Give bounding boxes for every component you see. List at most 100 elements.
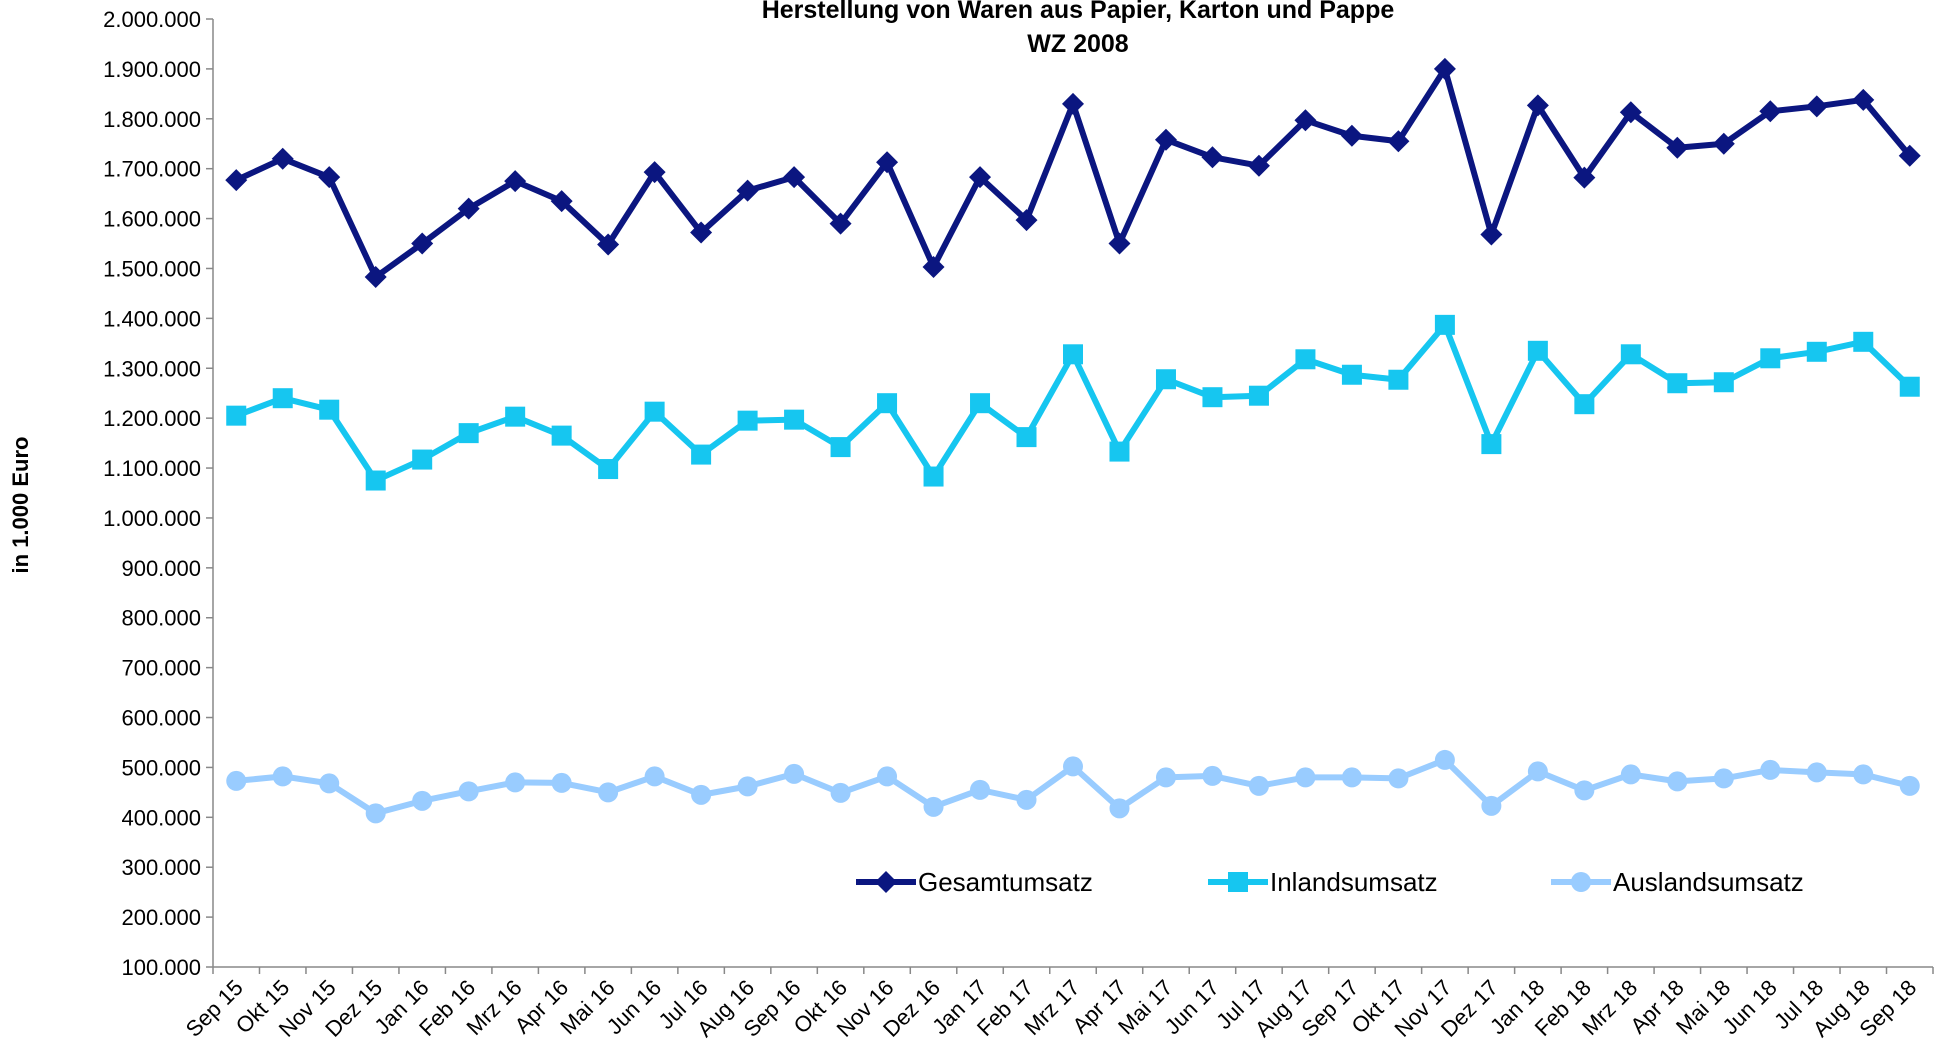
marker — [598, 782, 619, 803]
marker — [1852, 88, 1875, 111]
marker — [1759, 100, 1782, 123]
marker — [1527, 340, 1548, 361]
marker — [923, 466, 944, 487]
marker — [969, 166, 992, 189]
legend-label: Gesamtumsatz — [918, 867, 1093, 897]
marker — [1202, 387, 1223, 408]
marker — [504, 170, 527, 193]
marker — [550, 190, 573, 213]
marker — [272, 766, 293, 787]
marker — [1155, 767, 1176, 788]
marker — [1201, 146, 1224, 169]
marker — [365, 470, 386, 491]
marker — [1760, 759, 1781, 780]
marker — [922, 255, 945, 278]
y-tick-label: 1.800.000 — [103, 107, 201, 132]
marker — [505, 772, 526, 793]
marker — [1667, 771, 1688, 792]
legend-marker — [1228, 872, 1248, 892]
marker — [1248, 385, 1269, 406]
y-tick-label: 1.400.000 — [103, 306, 201, 331]
marker — [1063, 756, 1083, 777]
y-tick-label: 400.000 — [121, 805, 201, 830]
marker — [1481, 434, 1502, 455]
marker — [1853, 764, 1874, 785]
marker — [272, 388, 293, 409]
marker — [644, 401, 665, 422]
series — [226, 749, 1920, 824]
marker — [736, 179, 759, 202]
marker — [226, 405, 247, 426]
marker — [1155, 369, 1176, 390]
marker — [1666, 136, 1689, 159]
y-tick-label: 700.000 — [121, 656, 201, 681]
marker — [1434, 749, 1455, 770]
marker — [1295, 349, 1316, 370]
marker — [505, 406, 526, 427]
marker — [691, 444, 712, 465]
marker — [364, 265, 387, 288]
marker — [226, 770, 247, 791]
marker — [1109, 441, 1130, 462]
marker — [644, 766, 665, 787]
marker — [876, 151, 899, 174]
marker — [1806, 762, 1827, 783]
marker — [877, 766, 898, 787]
y-axis-label: in 1.000 Euro — [8, 437, 33, 574]
marker — [551, 425, 572, 446]
marker — [1063, 344, 1083, 365]
marker — [1016, 427, 1037, 448]
marker — [1713, 372, 1734, 393]
marker — [551, 772, 572, 793]
marker — [1899, 376, 1920, 397]
y-tick-label: 300.000 — [121, 855, 201, 880]
legend-marker — [1571, 872, 1591, 892]
marker — [1806, 341, 1827, 362]
marker — [1620, 764, 1641, 785]
marker — [737, 776, 758, 797]
marker — [1899, 775, 1920, 796]
y-tick-label: 1.300.000 — [103, 356, 201, 381]
marker — [1853, 331, 1874, 352]
y-tick-label: 100.000 — [121, 955, 201, 980]
marker — [319, 399, 340, 420]
marker — [1480, 223, 1503, 246]
marker — [1898, 144, 1921, 167]
y-tick-label: 1.700.000 — [103, 157, 201, 182]
marker — [411, 232, 434, 255]
marker — [1109, 798, 1130, 819]
series — [225, 57, 1921, 288]
marker — [1527, 761, 1548, 782]
marker — [970, 393, 991, 414]
marker — [1202, 765, 1223, 786]
marker — [1760, 348, 1781, 369]
chart-subtitle: WZ 2008 — [1027, 30, 1129, 58]
marker — [457, 197, 480, 220]
marker — [318, 166, 341, 189]
marker — [1805, 95, 1828, 118]
marker — [225, 169, 248, 192]
marker — [1574, 394, 1595, 415]
marker — [412, 449, 433, 470]
marker — [830, 437, 851, 458]
series — [226, 314, 1920, 491]
marker — [1434, 314, 1455, 335]
legend-label: Inlandsumsatz — [1270, 867, 1438, 897]
marker — [1108, 232, 1131, 255]
marker — [458, 423, 479, 444]
marker — [1341, 767, 1362, 788]
marker — [319, 773, 340, 794]
y-tick-label: 1.500.000 — [103, 256, 201, 281]
marker — [970, 779, 991, 800]
marker — [597, 233, 620, 256]
y-tick-label: 200.000 — [121, 905, 201, 930]
marker — [1526, 94, 1549, 117]
marker — [1667, 373, 1688, 394]
marker — [1016, 789, 1037, 810]
y-tick-label: 1.100.000 — [103, 456, 201, 481]
marker — [1712, 132, 1735, 155]
y-tick-label: 1.000.000 — [103, 506, 201, 531]
marker — [877, 393, 898, 414]
marker — [1573, 166, 1596, 189]
